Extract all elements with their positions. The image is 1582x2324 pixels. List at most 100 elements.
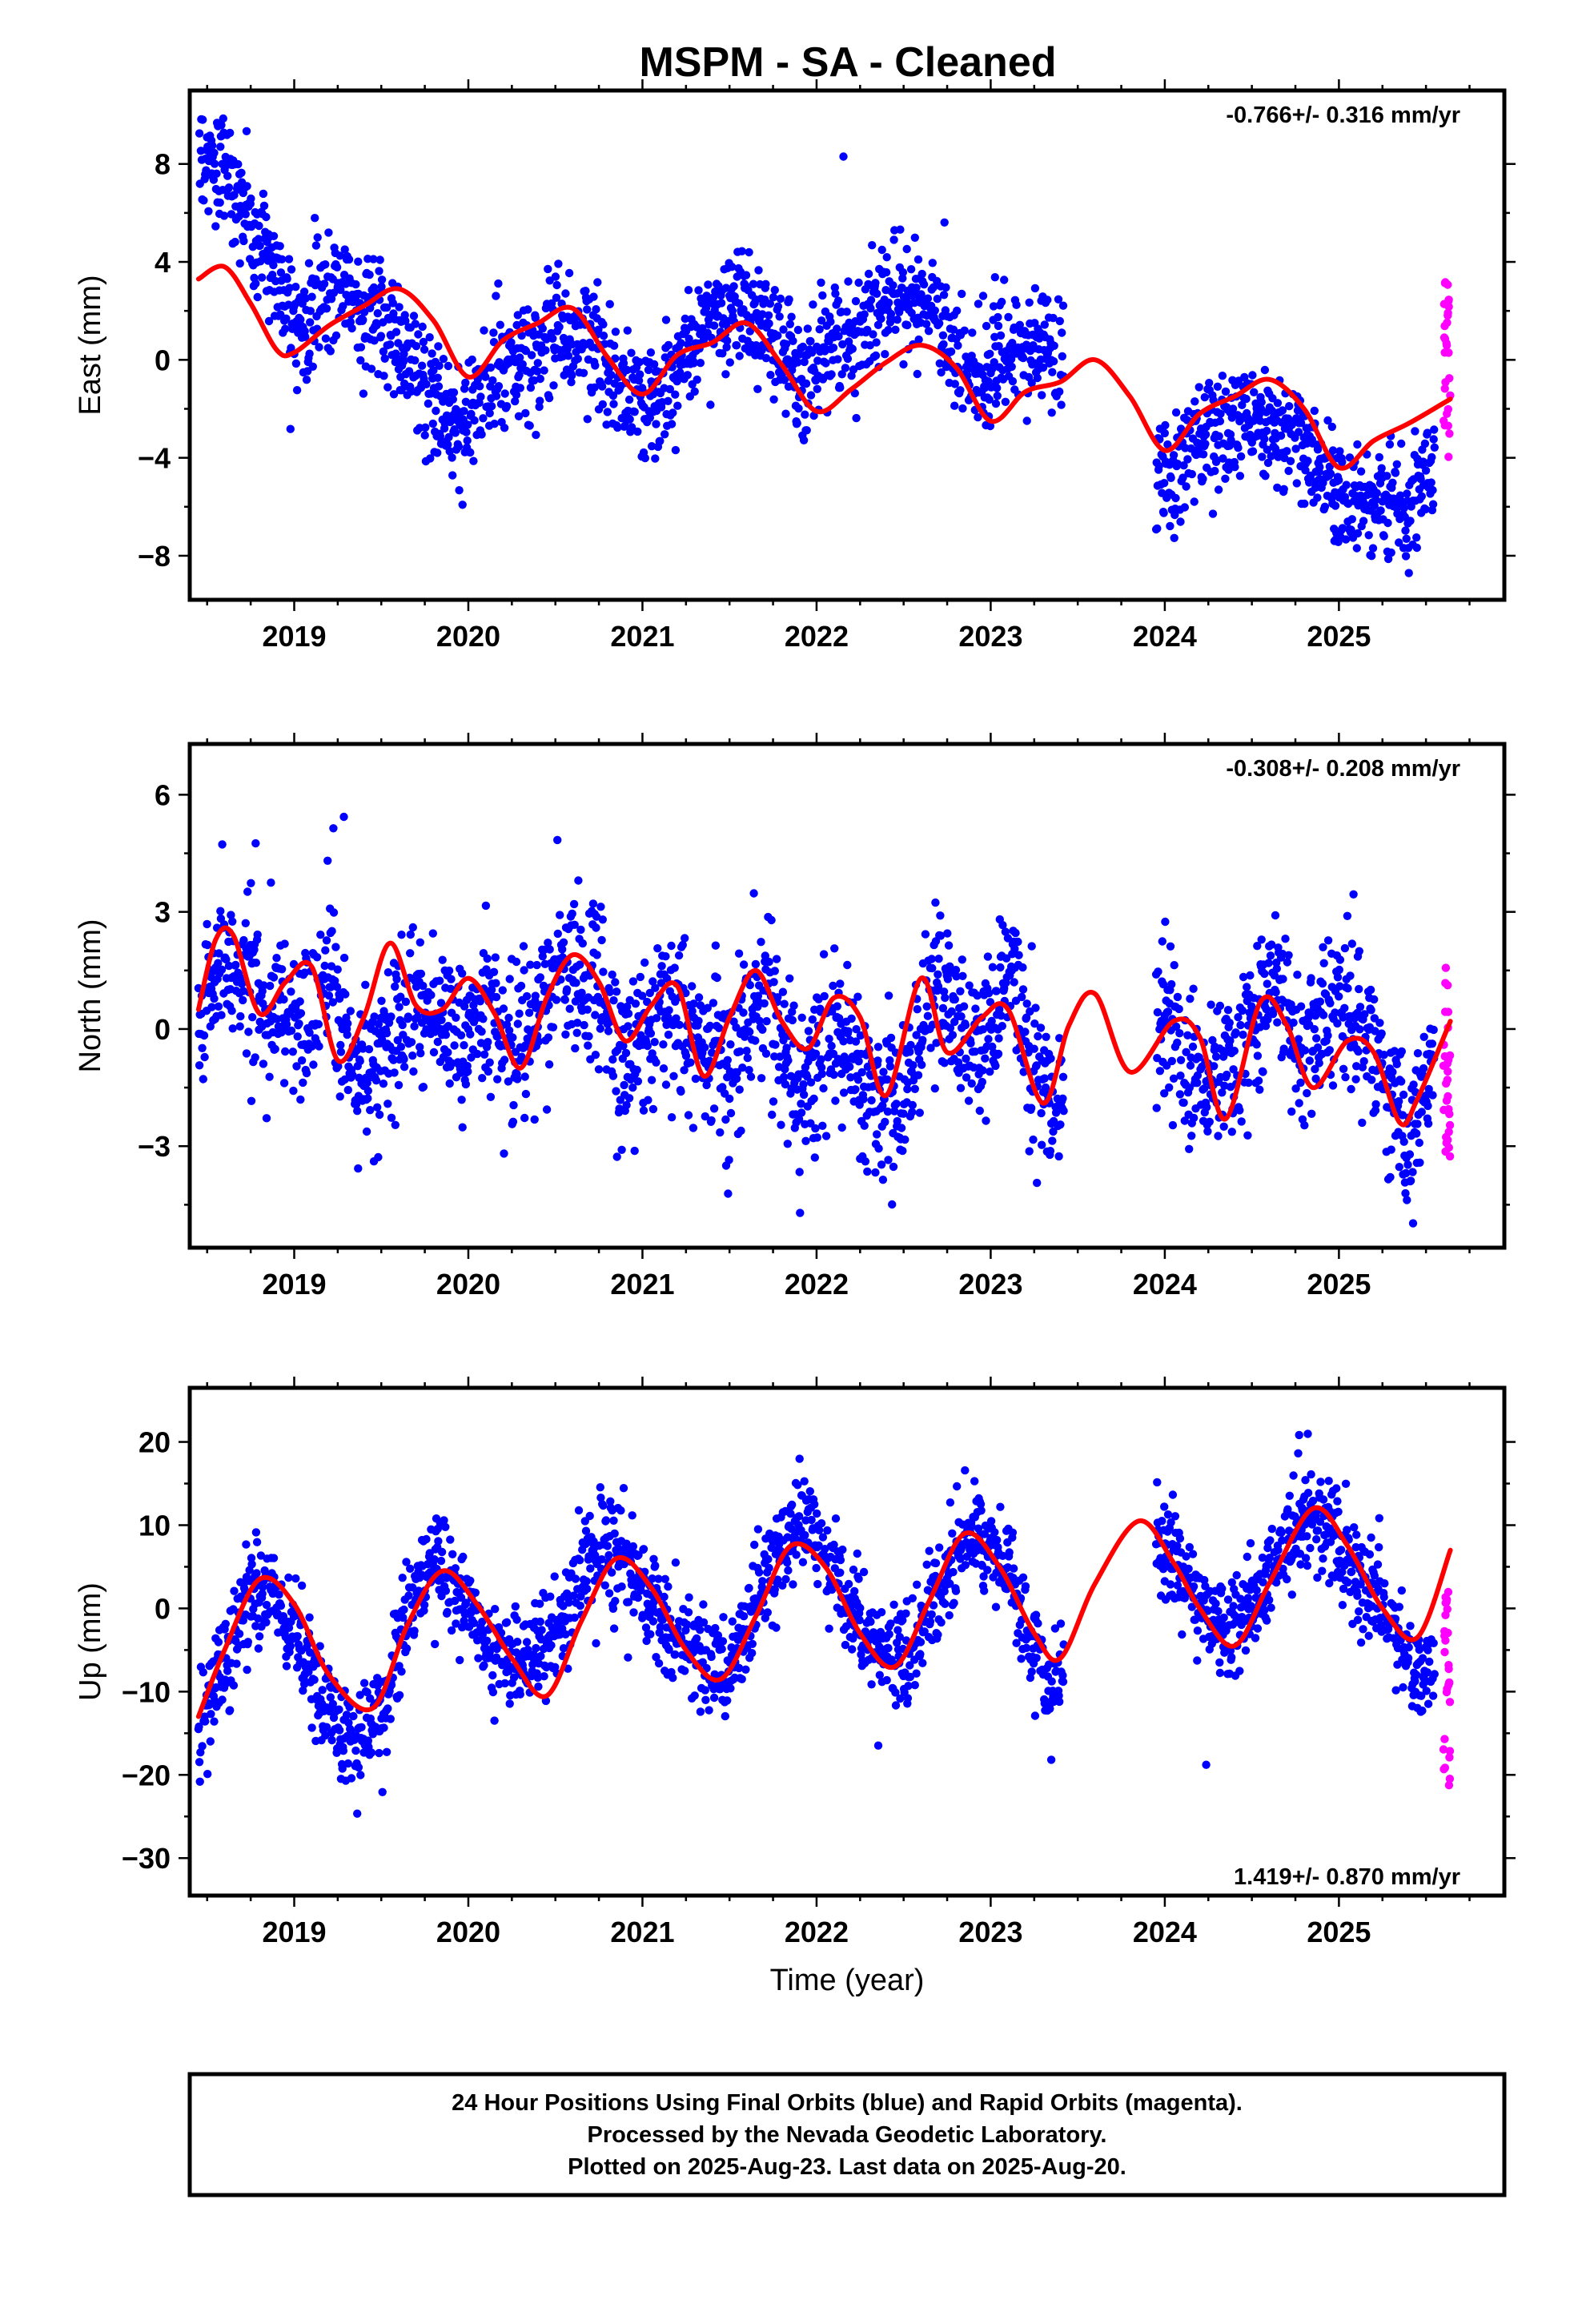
final-orbit-point: [929, 283, 938, 292]
final-orbit-point: [198, 1742, 207, 1751]
final-orbit-point: [1033, 1178, 1042, 1188]
final-orbit-point: [1278, 406, 1287, 415]
final-orbit-point: [781, 1080, 790, 1089]
final-orbit-point: [1203, 1103, 1211, 1112]
final-orbit-point: [990, 273, 1000, 282]
final-orbit-point: [821, 1132, 831, 1140]
final-orbit-point: [310, 1675, 319, 1684]
final-orbit-point: [356, 343, 366, 352]
final-orbit-point: [623, 365, 632, 375]
final-orbit-point: [521, 408, 530, 418]
y-axis-label: North (mm): [74, 919, 107, 1072]
final-orbit-point: [1223, 1070, 1231, 1080]
final-orbit-point: [1160, 428, 1170, 438]
final-orbit-point: [739, 1008, 748, 1017]
final-orbit-point: [436, 999, 446, 1007]
final-orbit-point: [400, 1063, 409, 1072]
final-orbit-point: [1001, 397, 1010, 406]
final-orbit-point: [388, 299, 397, 308]
final-orbit-point: [570, 920, 579, 930]
final-orbit-point: [544, 264, 552, 274]
final-orbit-point: [915, 1108, 925, 1117]
final-orbit-point: [307, 1723, 316, 1732]
final-orbit-point: [536, 396, 544, 405]
final-orbit-point: [513, 1019, 522, 1028]
final-orbit-point: [716, 1128, 725, 1137]
final-orbit-point: [889, 235, 898, 244]
final-orbit-point: [644, 365, 653, 375]
final-orbit-point: [1006, 355, 1016, 364]
final-orbit-point: [1355, 984, 1363, 994]
final-orbit-point: [865, 341, 875, 350]
final-orbit-point: [480, 1050, 489, 1059]
final-orbit-point: [446, 984, 456, 994]
final-orbit-point: [525, 421, 534, 430]
final-orbit-point: [1395, 538, 1403, 547]
final-orbit-point: [1038, 391, 1046, 400]
final-orbit-point: [384, 315, 394, 324]
final-orbit-point: [751, 1036, 760, 1045]
final-orbit-point: [1320, 502, 1330, 511]
final-orbit-point: [1167, 1056, 1177, 1066]
final-orbit-point: [628, 977, 638, 986]
final-orbit-point: [899, 360, 908, 369]
final-orbit-point: [882, 253, 891, 262]
final-orbit-point: [1263, 979, 1272, 988]
y-axis-label: East (mm): [74, 275, 107, 415]
final-orbit-point: [797, 1100, 805, 1108]
final-orbit-point: [1215, 432, 1223, 440]
final-orbit-point: [651, 983, 660, 992]
rapid-orbit-point: [1439, 333, 1449, 342]
final-orbit-point: [1208, 509, 1218, 518]
final-orbit-point: [1220, 1081, 1229, 1091]
final-orbit-point: [1262, 1005, 1271, 1014]
final-orbit-point: [542, 1105, 552, 1114]
final-orbit-point: [993, 392, 1002, 400]
final-orbit-point: [661, 316, 671, 324]
final-orbit-point: [1253, 942, 1262, 951]
final-orbit-point: [1041, 1083, 1050, 1092]
final-orbit-point: [375, 255, 384, 264]
final-orbit-point: [946, 1023, 955, 1032]
final-orbit-point: [1223, 1006, 1233, 1015]
final-orbit-point: [241, 919, 250, 928]
final-orbit-point: [811, 1124, 820, 1133]
final-orbit-point: [797, 1108, 806, 1117]
final-orbit-point: [1352, 544, 1362, 553]
final-orbit-point: [1048, 1136, 1057, 1145]
final-orbit-point: [311, 241, 321, 250]
final-orbit-point: [399, 1613, 408, 1622]
final-orbit-point: [448, 453, 456, 462]
final-orbit-point: [711, 941, 721, 950]
final-orbit-point: [743, 1053, 752, 1063]
final-orbit-point: [564, 352, 573, 360]
final-orbit-point: [230, 1586, 239, 1595]
final-orbit-point: [779, 1072, 789, 1082]
final-orbit-point: [1002, 954, 1011, 963]
final-orbit-point: [469, 456, 478, 465]
final-orbit-point: [1182, 482, 1191, 491]
final-orbit-point: [723, 336, 732, 345]
final-orbit-point: [1397, 1047, 1407, 1056]
final-orbit-point: [670, 963, 679, 972]
final-orbit-point: [1413, 1120, 1422, 1128]
final-orbit-point: [489, 328, 498, 337]
final-orbit-point: [898, 1146, 907, 1156]
final-orbit-point: [661, 1080, 671, 1089]
final-orbit-point: [924, 327, 934, 336]
final-orbit-point: [1215, 416, 1225, 426]
final-orbit-point: [647, 1076, 656, 1084]
final-orbit-point: [554, 259, 563, 268]
final-orbit-point: [648, 977, 657, 986]
final-orbit-point: [291, 283, 300, 292]
final-orbit-point: [1301, 466, 1310, 475]
final-orbit-point: [489, 338, 499, 347]
final-orbit-point: [331, 943, 340, 951]
final-orbit-point: [516, 353, 524, 362]
final-orbit-point: [1058, 352, 1067, 361]
final-orbit-point: [769, 1097, 778, 1106]
final-orbit-point: [548, 1023, 558, 1032]
final-orbit-point: [1408, 1219, 1418, 1228]
final-orbit-point: [1315, 997, 1325, 1006]
final-orbit-point: [588, 899, 598, 908]
